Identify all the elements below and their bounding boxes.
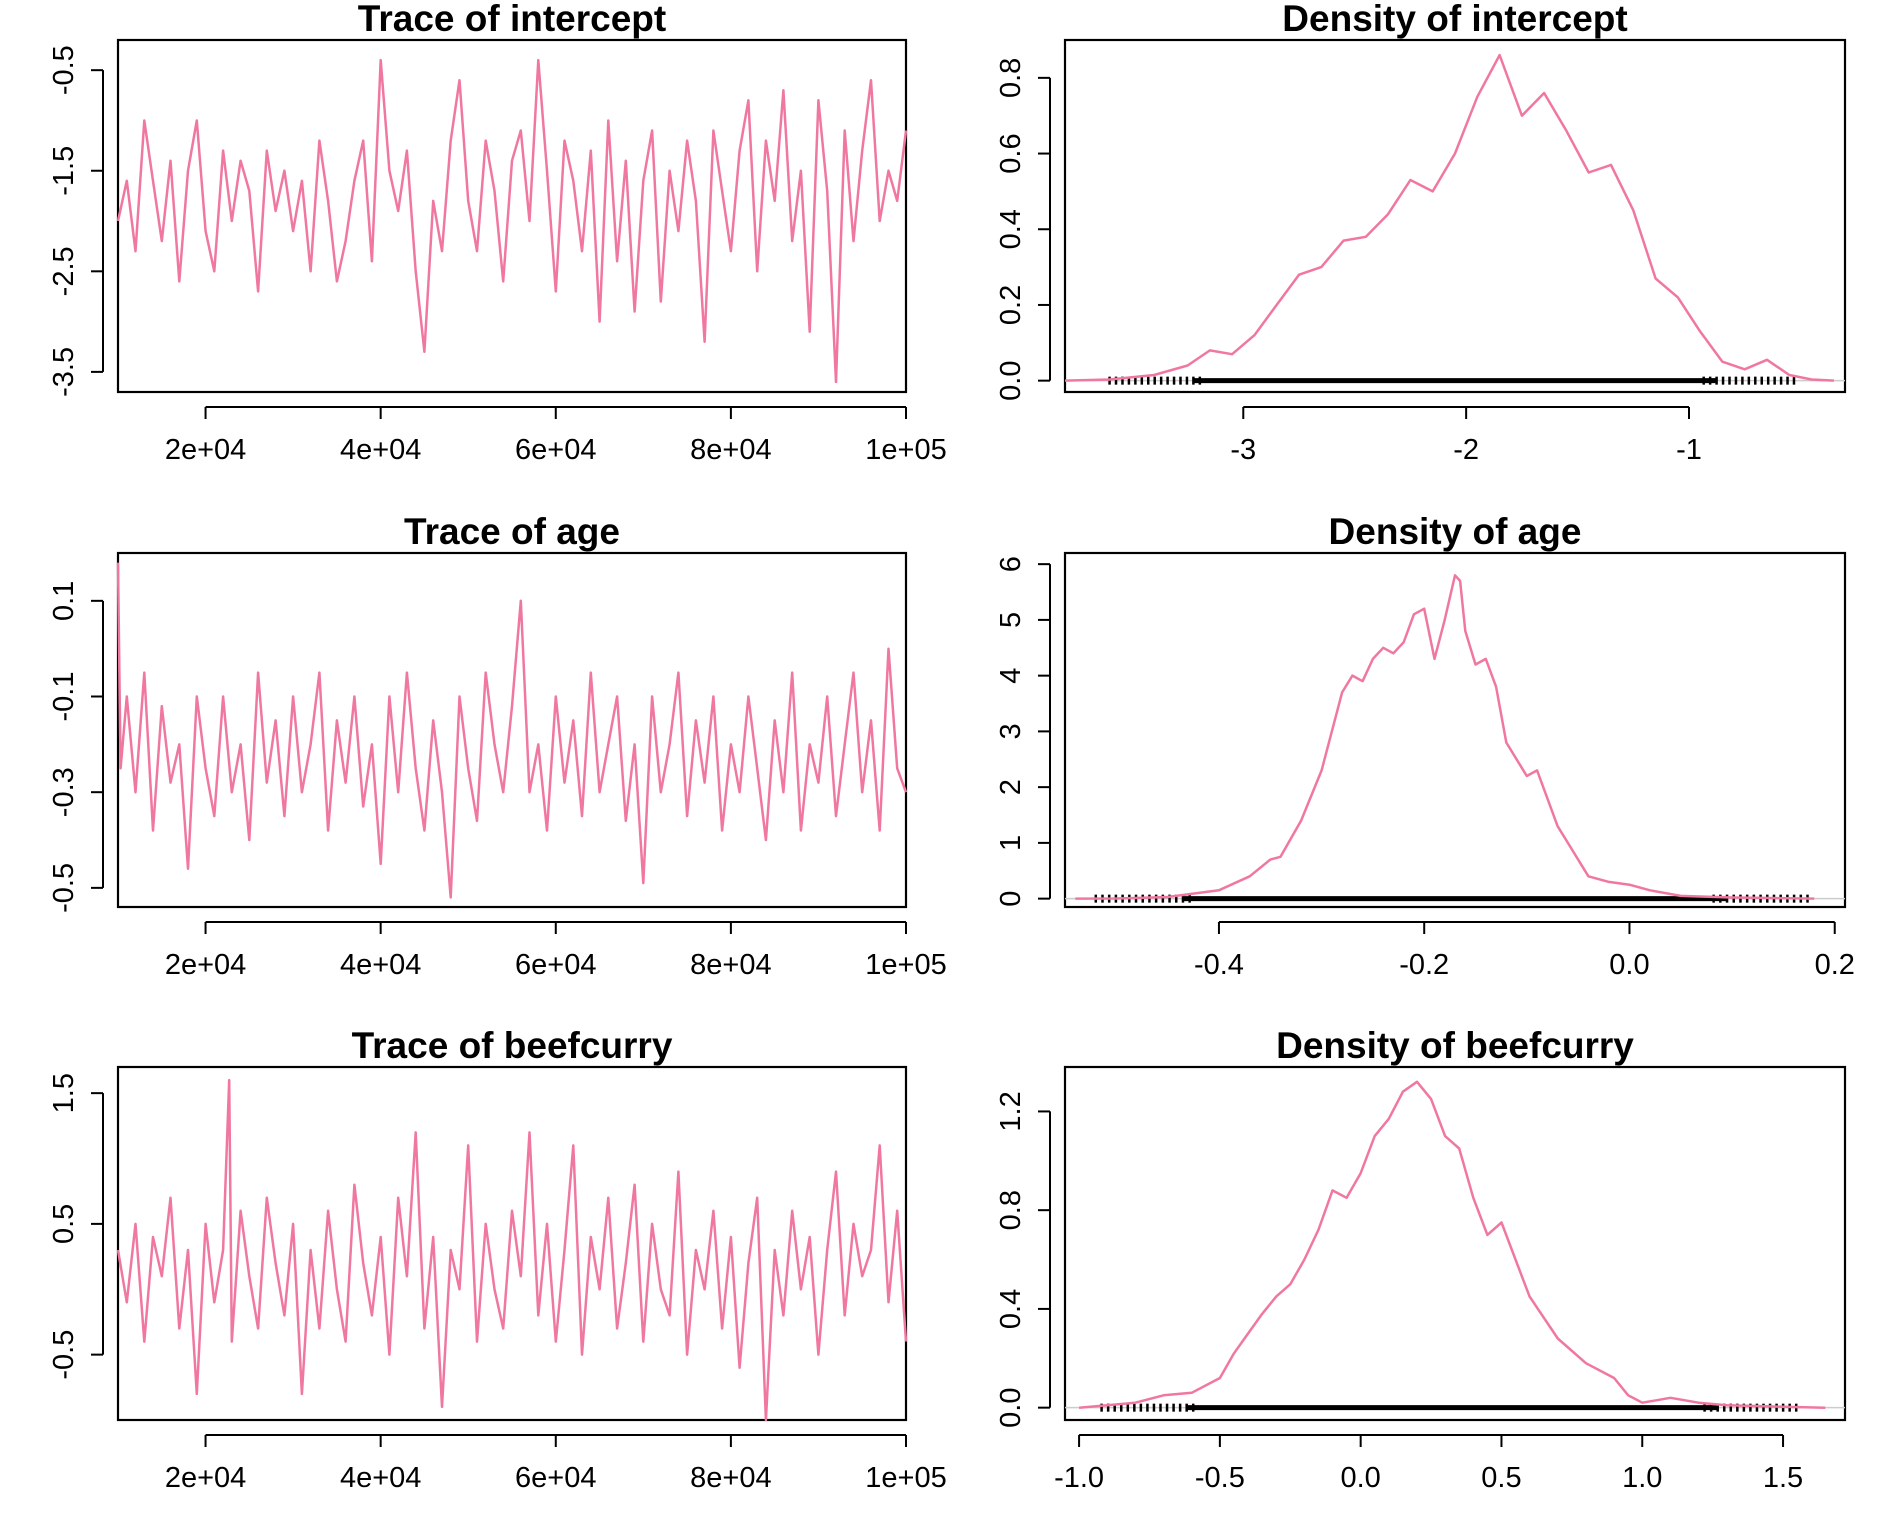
x-tick-label: -3 [1230, 434, 1256, 466]
chart-title: Trace of intercept [358, 0, 666, 39]
y-tick-label: 1 [995, 835, 1027, 851]
series-line [116, 1078, 908, 1422]
x-tick-label: -1 [1676, 434, 1702, 466]
x-tick-label: 2e+04 [165, 434, 246, 466]
y-tick-label: 0.4 [995, 209, 1027, 249]
y-tick-label: 3 [995, 723, 1027, 739]
x-tick-label: 8e+04 [690, 1462, 771, 1494]
x-tick-label: 0.2 [1815, 949, 1855, 981]
y-tick-label: 0.2 [995, 285, 1027, 325]
x-tick-label: 4e+04 [340, 434, 421, 466]
plot-frame [1063, 38, 1847, 394]
chart-title: Trace of age [404, 511, 620, 552]
x-tick-label: -2 [1453, 434, 1479, 466]
x-tick-label: 2e+04 [165, 1462, 246, 1494]
x-tick-label: -1.0 [1054, 1462, 1104, 1494]
x-tick-label: 6e+04 [515, 1462, 596, 1494]
x-tick-label: 1e+05 [865, 949, 946, 981]
x-tick-label: -0.4 [1194, 949, 1244, 981]
y-tick-label: 5 [995, 612, 1027, 628]
y-tick-label: 0.1 [48, 581, 80, 621]
y-tick-label: 0.8 [995, 1190, 1027, 1230]
chart-title: Trace of beefcurry [352, 1025, 673, 1066]
y-tick-label: -0.5 [48, 45, 80, 95]
y-tick-label: 4 [995, 668, 1027, 684]
series-line [1064, 53, 1834, 382]
x-tick-label: 1e+05 [865, 434, 946, 466]
x-tick-label: 0.0 [1341, 1462, 1381, 1494]
y-tick-label: -0.5 [48, 1330, 80, 1380]
x-tick-label: 8e+04 [690, 434, 771, 466]
x-tick-label: 1.0 [1622, 1462, 1662, 1494]
chart-title: Density of age [1329, 511, 1582, 552]
chart-panel-3: Density of age -0.4 -0.2 0.0 0.2 0 1 2 3 4 5 6 [995, 511, 1855, 981]
chart-panel-4: Trace of beefcurry 2e+04 4e+04 6e+04 8e+04 1e… [48, 1025, 947, 1494]
y-tick-label: 1.5 [48, 1073, 80, 1113]
y-tick-label: 0 [995, 891, 1027, 907]
plot-frame [1063, 551, 1847, 909]
plot-frame [116, 1065, 908, 1422]
series-line [116, 58, 908, 384]
plot-frame [1063, 1065, 1847, 1422]
series-line [116, 562, 908, 899]
chart-panel-0: Trace of intercept 2e+04 4e+04 6e+04 8e+04 1e… [48, 0, 947, 466]
y-tick-label: 0.0 [995, 1387, 1027, 1427]
plot-frame [116, 551, 908, 909]
x-tick-label: 1e+05 [865, 1462, 946, 1494]
y-tick-label: 0.6 [995, 133, 1027, 173]
series-line [1078, 1080, 1826, 1409]
chart-panel-1: Density of intercept -3 -2 -1 0.0 0.2 0.4 0.6 0.… [995, 0, 1847, 466]
x-tick-label: -0.5 [1195, 1462, 1245, 1494]
chart-title: Density of beefcurry [1276, 1025, 1634, 1066]
y-tick-label: 0.5 [48, 1204, 80, 1244]
x-tick-label: 8e+04 [690, 949, 771, 981]
x-tick-label: 6e+04 [515, 949, 596, 981]
chart-panel-5: Density of beefcurry -1.0 -0.5 0.0 0.5 1.0 1.5… [995, 1025, 1847, 1494]
x-tick-label: 6e+04 [515, 434, 596, 466]
y-tick-label: 2 [995, 779, 1027, 795]
x-tick-label: -0.2 [1399, 949, 1449, 981]
x-tick-label: 0.0 [1609, 949, 1649, 981]
y-tick-label: -0.5 [48, 863, 80, 913]
y-tick-label: -2.5 [48, 246, 80, 296]
x-tick-label: 0.5 [1481, 1462, 1521, 1494]
chart-panel-2: Trace of age 2e+04 4e+04 6e+04 8e+04 1e+05 -0.… [48, 511, 947, 981]
x-tick-label: 4e+04 [340, 1462, 421, 1494]
x-tick-label: 2e+04 [165, 949, 246, 981]
y-tick-label: -0.3 [48, 767, 80, 817]
y-tick-label: 6 [995, 556, 1027, 572]
y-tick-label: -0.1 [48, 672, 80, 722]
y-tick-label: 0.4 [995, 1289, 1027, 1329]
y-tick-label: 0.8 [995, 58, 1027, 98]
plot-frame [116, 38, 908, 394]
y-tick-label: -1.5 [48, 146, 80, 196]
chart-title: Density of intercept [1282, 0, 1627, 39]
y-tick-label: -3.5 [48, 347, 80, 397]
y-tick-label: 1.2 [995, 1091, 1027, 1131]
x-tick-label: 1.5 [1763, 1462, 1803, 1494]
series-line [1075, 574, 1815, 900]
y-tick-label: 0.0 [995, 360, 1027, 400]
x-tick-label: 4e+04 [340, 949, 421, 981]
